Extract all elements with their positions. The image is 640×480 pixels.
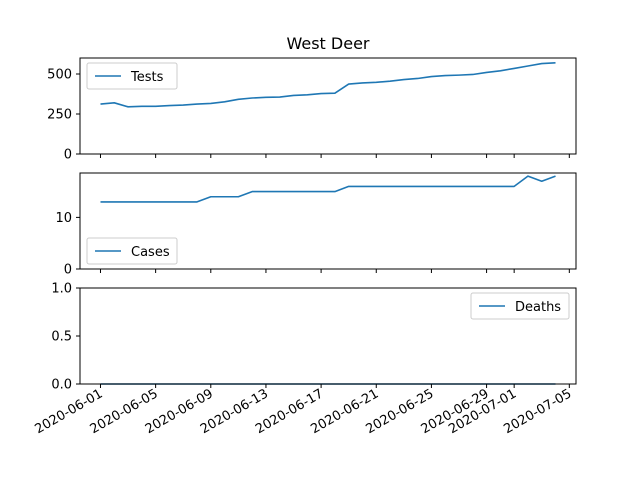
legend-cases: Cases	[86, 237, 178, 265]
legend-box	[470, 292, 570, 320]
chart-panels: 0 250 500 Tests 0 10 Cases 0.0 0.5 1.0 Deaths	[47, 57, 577, 393]
panel-frame	[79, 172, 577, 270]
chart-title: West Deer	[286, 34, 369, 53]
panel-frame	[79, 287, 577, 385]
y-tick-label: 0.5	[51, 330, 72, 345]
panel-frame	[79, 57, 577, 155]
legend-deaths: Deaths	[470, 292, 570, 320]
x-axis: 2020-06-012020-06-052020-06-092020-06-13…	[33, 386, 575, 437]
legend-tests: Tests	[86, 62, 178, 90]
series-line-tests	[100, 62, 556, 108]
y-tick-label: 500	[47, 68, 72, 83]
legend-label: Tests	[130, 70, 164, 85]
y-tick-label: 0	[64, 263, 72, 278]
y-tick-label: 10	[55, 211, 72, 226]
y-tick-label: 0.0	[51, 378, 72, 393]
panel-cases: 0 10 Cases	[55, 172, 577, 278]
legend-label: Cases	[131, 245, 170, 260]
legend-box	[86, 237, 178, 265]
legend-label: Deaths	[515, 300, 561, 315]
y-tick-label: 0	[64, 148, 72, 163]
panel-tests: 0 250 500 Tests	[47, 57, 577, 163]
series-line-cases	[100, 175, 556, 203]
legend-box	[86, 62, 178, 90]
y-tick-label: 250	[47, 108, 72, 123]
panel-deaths: 0.0 0.5 1.0 Deaths	[51, 282, 577, 393]
y-tick-label: 1.0	[51, 282, 72, 297]
